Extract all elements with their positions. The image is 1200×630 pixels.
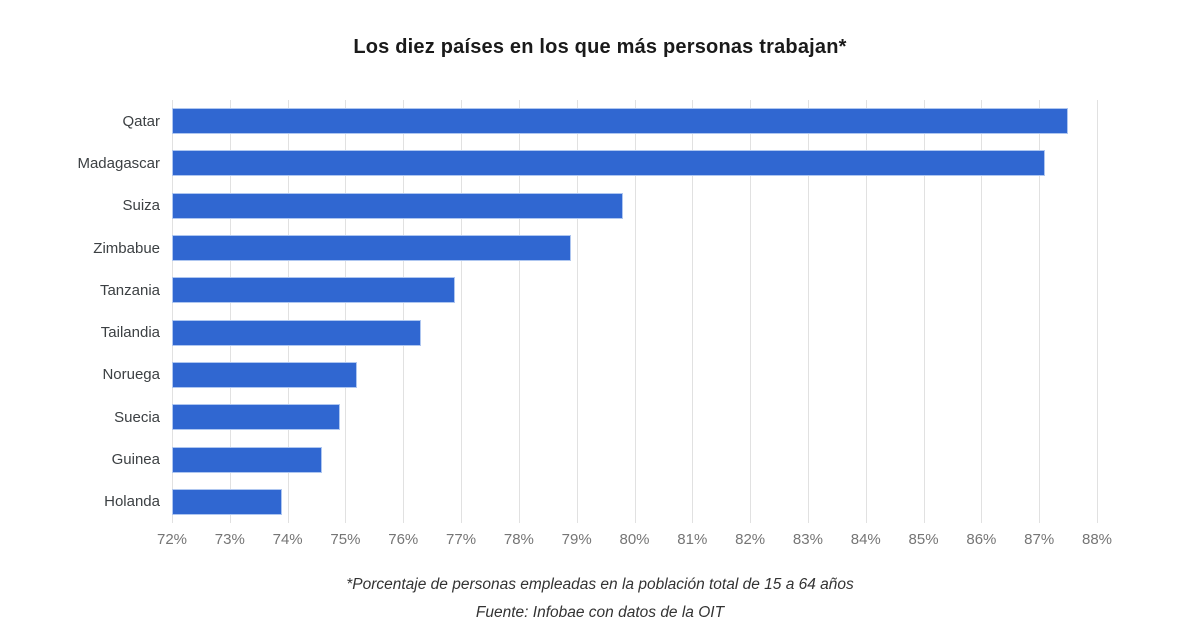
x-axis-tick-label: 73% bbox=[214, 531, 245, 548]
x-axis-tick-label: 78% bbox=[503, 531, 534, 548]
x-axis-tick-label: 79% bbox=[561, 531, 592, 548]
gridline bbox=[576, 100, 578, 523]
x-axis-tick-label: 74% bbox=[272, 531, 303, 548]
gridline bbox=[287, 100, 289, 523]
gridline bbox=[692, 100, 694, 523]
x-axis-tick-label: 80% bbox=[619, 531, 650, 548]
gridlines bbox=[172, 100, 1098, 523]
gridline bbox=[172, 100, 173, 523]
x-axis-tick-label: 76% bbox=[388, 531, 419, 548]
gridline bbox=[345, 100, 347, 523]
bar-row bbox=[172, 354, 1097, 396]
gridline bbox=[229, 100, 231, 523]
gridline bbox=[518, 100, 520, 523]
category-label: Madagascar bbox=[77, 154, 160, 172]
x-axis-tick-label: 87% bbox=[1024, 531, 1055, 548]
bar-guinea bbox=[172, 446, 323, 473]
bar-tanzania bbox=[172, 277, 456, 304]
bar-zimbabue bbox=[172, 235, 571, 262]
bar-row bbox=[172, 396, 1097, 438]
x-axis-tick-label: 88% bbox=[1081, 531, 1113, 548]
gridline bbox=[403, 100, 405, 523]
category-label: Noruega bbox=[102, 366, 160, 384]
bar-row bbox=[172, 269, 1097, 311]
x-axis-tick-label: 82% bbox=[735, 531, 766, 548]
gridline bbox=[981, 100, 983, 523]
x-axis: 72% 73% 74% 75% 76% 77% 78% 79% 80% 81% 82% 83% 84% 8… bbox=[157, 531, 1112, 553]
bar-row bbox=[172, 142, 1097, 184]
gridline bbox=[1039, 100, 1041, 523]
chart-title: Los diez países en los que más personas … bbox=[353, 36, 847, 58]
category-label: Holanda bbox=[104, 493, 160, 511]
bar-row bbox=[172, 311, 1097, 353]
bar-row bbox=[172, 100, 1097, 142]
bar-qatar bbox=[172, 108, 1069, 135]
gridline bbox=[865, 100, 867, 523]
bars bbox=[172, 100, 1097, 523]
x-axis-tick-label: 83% bbox=[792, 531, 823, 548]
bar-noruega bbox=[172, 361, 357, 388]
x-axis-tick-label: 72% bbox=[156, 531, 188, 548]
bar-tailandia bbox=[172, 319, 421, 346]
bar-suecia bbox=[172, 404, 340, 431]
footnote: *Porcentaje de personas empleadas en la … bbox=[346, 576, 854, 593]
gridline bbox=[807, 100, 809, 523]
plot-area bbox=[172, 100, 1098, 523]
category-label: Tanzania bbox=[99, 281, 160, 299]
category-label: Qatar bbox=[122, 112, 160, 130]
y-axis-labels: Qatar Madagascar Suiza Zimbabue Tanzania Tail… bbox=[0, 100, 160, 523]
source-note: Fuente: Infobae con datos de la OIT bbox=[475, 604, 725, 621]
gridline bbox=[461, 100, 463, 523]
bar-madagascar bbox=[172, 150, 1045, 177]
x-axis-tick-label: 75% bbox=[330, 531, 361, 548]
bar-row bbox=[172, 438, 1097, 480]
bar-suiza bbox=[172, 192, 623, 219]
x-axis-tick-label: 84% bbox=[850, 531, 881, 548]
x-axis-tick-label: 85% bbox=[908, 531, 939, 548]
x-axis-tick-label: 77% bbox=[446, 531, 477, 548]
x-axis-tick-label: 81% bbox=[677, 531, 708, 548]
category-label: Suiza bbox=[122, 197, 160, 215]
gridline bbox=[923, 100, 925, 523]
footnotes: *Porcentaje de personas empleadas en la … bbox=[0, 571, 1200, 627]
category-label: Suecia bbox=[114, 408, 160, 426]
gridline bbox=[634, 100, 636, 523]
gridline bbox=[750, 100, 752, 523]
category-label: Tailandia bbox=[100, 324, 160, 342]
bar-row bbox=[172, 481, 1097, 523]
category-label: Guinea bbox=[111, 451, 160, 469]
category-label: Zimbabue bbox=[93, 239, 160, 257]
gridline bbox=[1097, 100, 1098, 523]
bar-row bbox=[172, 185, 1097, 227]
bar-row bbox=[172, 227, 1097, 269]
bar-holanda bbox=[172, 488, 282, 515]
x-axis-tick-label: 86% bbox=[966, 531, 997, 548]
